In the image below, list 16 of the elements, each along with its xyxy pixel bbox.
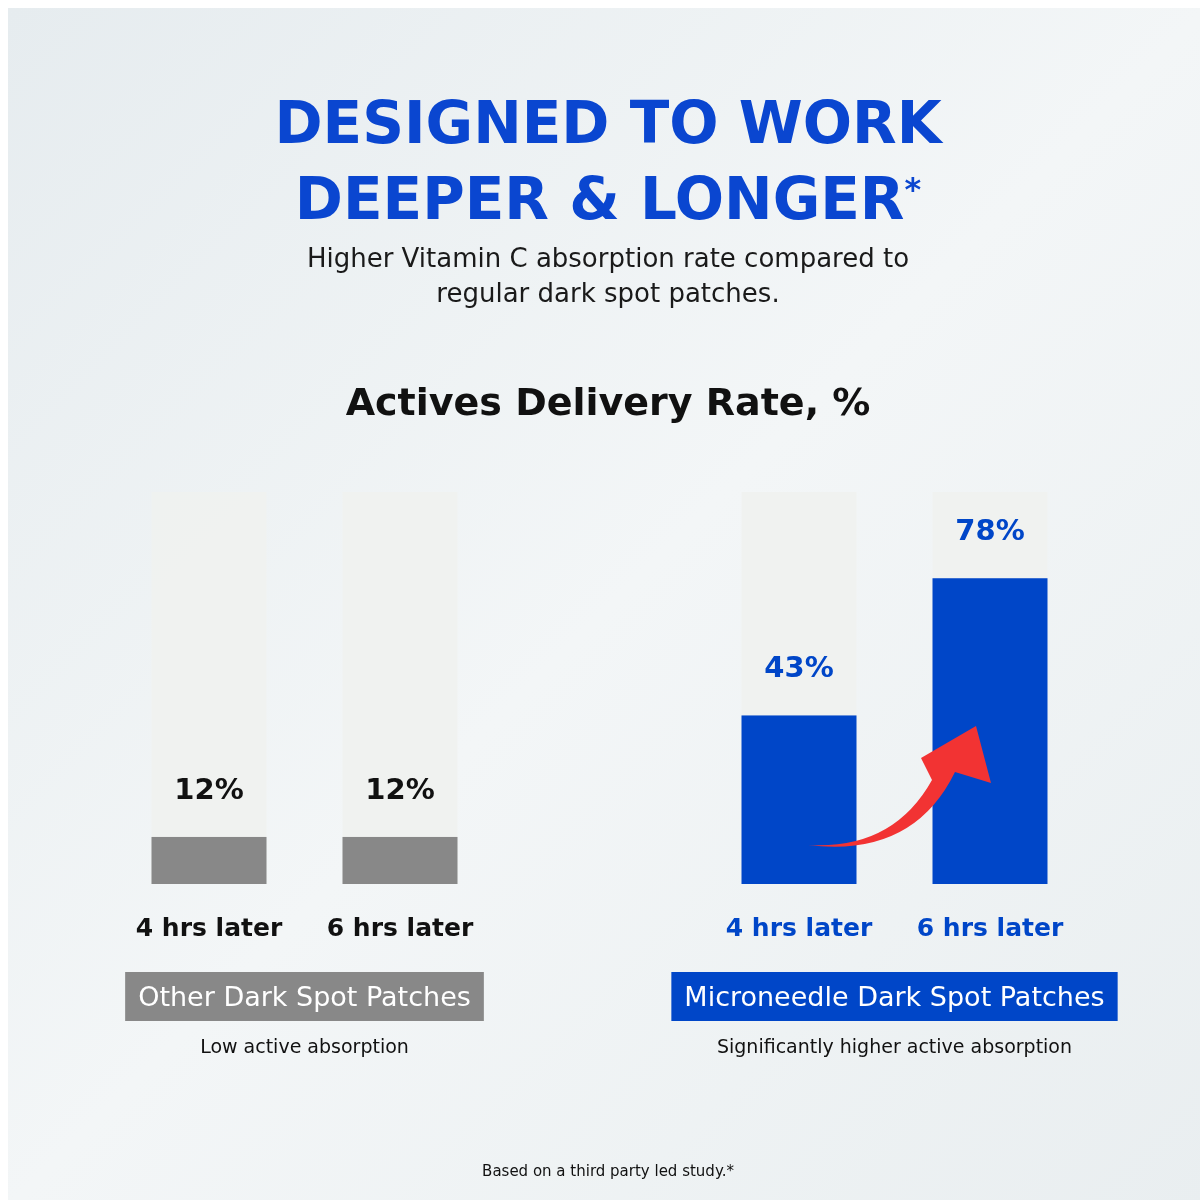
text: Microneedle Dark Spot Patches [684,981,1105,1012]
chart-title: DESIGNED TO WORK DEEPER & LONGER$^{*}$ [274,89,944,233]
data-label: 12% [365,771,435,806]
chart-subtitle: Higher Vitamin C absorption rate compared to regular dark spot patches. [306,243,910,308]
text: Other Dark Spot Patches [138,981,471,1012]
data-label: 43% [764,650,834,685]
text: Low active absorption [200,1035,409,1057]
data-label: 12% [174,771,244,806]
x-tick-label: 6 hrs later [326,913,474,942]
data-label: 78% [955,513,1025,548]
text: Based on a third party led study.* [482,1162,735,1180]
x-tick-label: 6 hrs later [916,913,1064,942]
y-axis-title: Actives Delivery Rate, % [345,380,871,424]
x-tick-label: 4 hrs later [135,913,283,942]
x-tick-label: 4 hrs later [725,913,873,942]
text: Significantly higher active absorption [716,1035,1073,1057]
